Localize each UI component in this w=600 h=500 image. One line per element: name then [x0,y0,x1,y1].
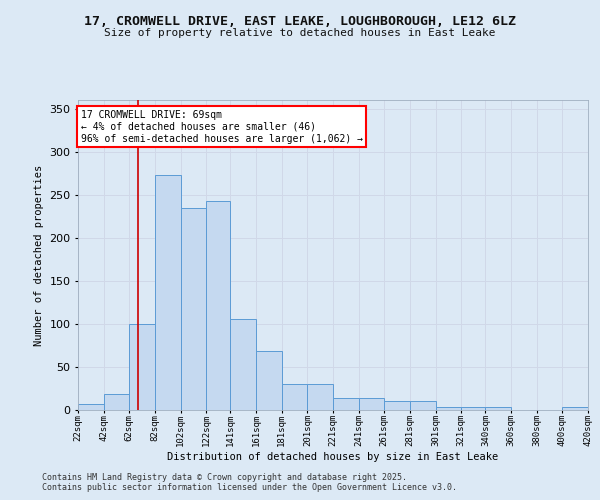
Bar [384,402,410,410]
Bar [359,398,384,410]
Text: 17 CROMWELL DRIVE: 69sqm
← 4% of detached houses are smaller (46)
96% of semi-de: 17 CROMWELL DRIVE: 69sqm ← 4% of detache… [80,110,362,144]
Bar [155,175,181,410]
Bar [410,402,436,410]
Text: Contains HM Land Registry data © Crown copyright and database right 2025.: Contains HM Land Registry data © Crown c… [42,472,407,482]
Y-axis label: Number of detached properties: Number of detached properties [34,164,44,346]
Bar [485,406,511,410]
Bar [307,384,333,410]
X-axis label: Distribution of detached houses by size in East Leake: Distribution of detached houses by size … [167,452,499,462]
Bar [129,324,155,410]
Bar [78,404,104,410]
Bar [230,318,256,410]
Bar [461,406,485,410]
Bar [333,398,359,410]
Bar [282,384,307,410]
Text: Size of property relative to detached houses in East Leake: Size of property relative to detached ho… [104,28,496,38]
Bar [256,350,282,410]
Bar [436,406,461,410]
Bar [104,394,129,410]
Bar [562,408,588,410]
Text: 17, CROMWELL DRIVE, EAST LEAKE, LOUGHBOROUGH, LE12 6LZ: 17, CROMWELL DRIVE, EAST LEAKE, LOUGHBOR… [84,15,516,28]
Bar [181,208,206,410]
Text: Contains public sector information licensed under the Open Government Licence v3: Contains public sector information licen… [42,484,457,492]
Bar [206,200,230,410]
